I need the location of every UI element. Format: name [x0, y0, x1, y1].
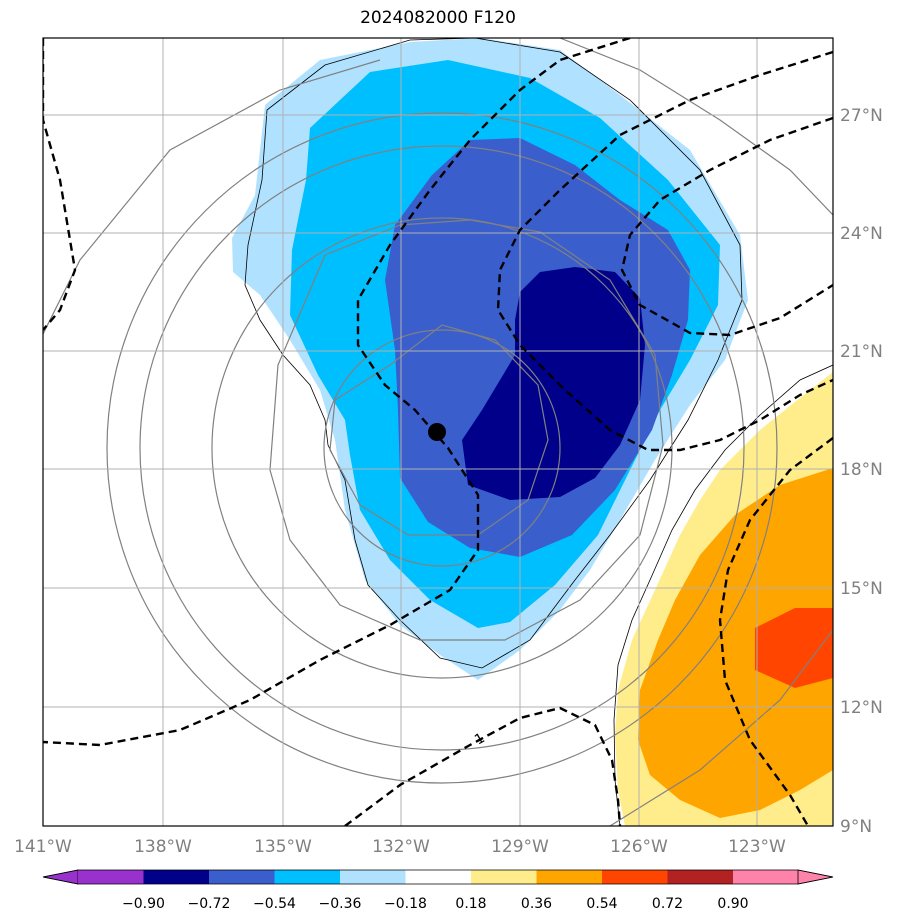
colorbar-swatch — [733, 870, 798, 884]
shade-outline-pos — [613, 364, 833, 826]
colorbar-label: 0.36 — [521, 896, 552, 912]
shade-outline — [244, 38, 743, 669]
colorbar-swatch — [536, 870, 602, 884]
lon-label: 129°W — [491, 837, 549, 857]
colorbar-label: 0.18 — [455, 896, 486, 912]
map-title: 2024082000 F120 — [360, 8, 516, 28]
colorbar-swatch — [471, 870, 537, 884]
colorbar-extend-high — [797, 869, 834, 885]
storm-center-marker — [428, 423, 446, 441]
colorbar-swatch — [274, 870, 340, 884]
lon-label: 135°W — [254, 837, 312, 857]
lon-label: 132°W — [372, 837, 430, 857]
map-plot-area: 1 — [43, 38, 833, 826]
shade-neg-072 — [462, 267, 645, 500]
lat-label: 27°N — [840, 106, 883, 126]
colorbar-swatch — [405, 870, 471, 884]
colorbar-label: 0.72 — [652, 896, 683, 912]
lon-label: 138°W — [134, 837, 192, 857]
lat-label: 12°N — [840, 698, 883, 718]
colorbar-label: −0.18 — [384, 896, 427, 912]
shade-pos-054 — [755, 608, 833, 688]
lat-tick-labels: 27°N 24°N 21°N 18°N 15°N 12°N 9°N — [840, 106, 883, 837]
graticule — [43, 38, 833, 826]
colorbar-label: −0.36 — [319, 896, 362, 912]
colorbar-label: 0.54 — [586, 896, 617, 912]
lon-tick-labels: 141°W 138°W 135°W 132°W 129°W 126°W 123°… — [14, 837, 786, 857]
colorbar-swatch — [602, 870, 668, 884]
colorbar-swatch — [209, 870, 275, 884]
colorbar-extend-low — [42, 869, 79, 885]
lat-label: 21°N — [840, 342, 883, 362]
lon-label: 141°W — [14, 837, 72, 857]
lat-label: 9°N — [840, 817, 872, 837]
colorbar-swatch — [667, 870, 733, 884]
colorbar-outline — [42, 869, 834, 885]
lon-label: 126°W — [610, 837, 668, 857]
colorbar-label: −0.54 — [253, 896, 296, 912]
colorbar-label: 0.90 — [717, 896, 748, 912]
colorbar-swatch — [78, 870, 144, 884]
plot-frame — [42, 37, 834, 827]
colorbar-label: −0.72 — [188, 896, 231, 912]
colorbar-label: −0.90 — [122, 896, 165, 912]
lat-label: 18°N — [840, 460, 883, 480]
shade-pos-036 — [638, 468, 833, 818]
lat-label: 15°N — [840, 579, 883, 599]
lat-label: 24°N — [840, 224, 883, 244]
lon-label: 123°W — [728, 837, 786, 857]
height-contours — [43, 38, 833, 826]
colorbar-swatch — [340, 870, 406, 884]
colorbar: −0.90 −0.72 −0.54 −0.36 −0.18 0.18 0.36 … — [42, 869, 834, 912]
colorbar-swatch — [143, 870, 209, 884]
